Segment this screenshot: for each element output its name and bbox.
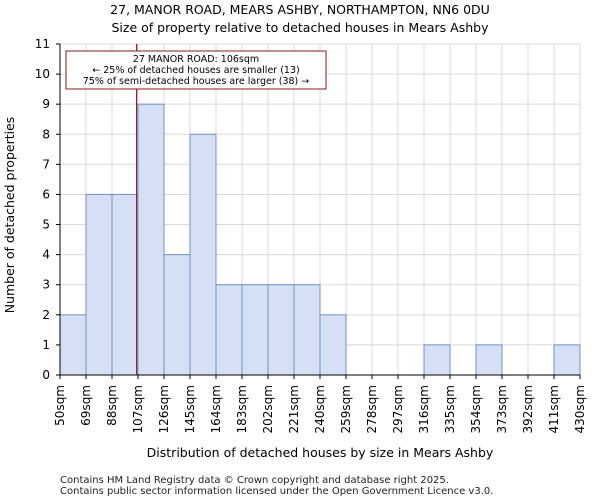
x-tick-label: 50sqm xyxy=(53,385,67,426)
x-tick-label: 354sqm xyxy=(469,385,483,433)
x-tick-label: 164sqm xyxy=(209,385,223,433)
annotation-line: 27 MANOR ROAD: 106sqm xyxy=(133,54,259,65)
y-tick-label: 11 xyxy=(35,37,50,51)
x-tick-label: 107sqm xyxy=(131,385,145,433)
x-tick-label: 183sqm xyxy=(235,385,249,433)
y-tick-label: 7 xyxy=(42,157,50,171)
bar xyxy=(553,344,581,376)
bars xyxy=(59,103,581,376)
x-tick-label: 259sqm xyxy=(339,385,353,433)
bar xyxy=(59,314,87,376)
y-tick-label: 1 xyxy=(42,338,50,352)
y-tick-label: 4 xyxy=(42,248,50,262)
bar xyxy=(319,314,347,376)
x-axis-label: Distribution of detached houses by size … xyxy=(147,445,494,460)
y-tick-label: 3 xyxy=(42,278,50,292)
y-tick-label: 2 xyxy=(42,308,50,322)
bar xyxy=(241,284,269,376)
bar xyxy=(137,103,165,376)
x-tick-label: 392sqm xyxy=(521,385,535,433)
footer-line-1: Contains HM Land Registry data © Crown c… xyxy=(60,475,449,486)
axes xyxy=(56,43,581,379)
x-tick-label: 373sqm xyxy=(495,385,509,433)
x-tick-label: 202sqm xyxy=(261,385,275,433)
y-tick-label: 10 xyxy=(35,67,50,81)
property-marker: 27 MANOR ROAD: 106sqm← 25% of detached h… xyxy=(65,44,327,375)
bar xyxy=(111,193,139,376)
y-tick-labels: 0 1 2 3 4 5 6 7 8 9 10 11 xyxy=(35,37,50,382)
x-tick-label: 411sqm xyxy=(547,385,561,433)
footer-line-2: Contains public sector information licen… xyxy=(60,486,493,497)
y-tick-label: 8 xyxy=(42,127,50,141)
x-tick-label: 278sqm xyxy=(365,385,379,433)
bar xyxy=(475,344,503,376)
y-tick-label: 9 xyxy=(42,97,50,111)
y-tick-label: 6 xyxy=(42,187,50,201)
y-axis-label: Number of detached properties xyxy=(2,117,17,314)
bar xyxy=(163,254,191,376)
x-tick-label: 316sqm xyxy=(417,385,431,433)
y-tick-label: 0 xyxy=(42,368,50,382)
x-tick-label: 430sqm xyxy=(573,385,587,433)
bar xyxy=(85,193,113,376)
x-tick-label: 335sqm xyxy=(443,385,457,433)
annotation-line: ← 25% of detached houses are smaller (13… xyxy=(92,65,299,76)
chart-subtitle: Size of property relative to detached ho… xyxy=(112,20,490,35)
x-tick-labels: 50sqm 69sqm 88sqm 107sqm 126sqm 145sqm 164sqm 1… xyxy=(53,385,587,433)
x-tick-label: 88sqm xyxy=(105,385,119,426)
x-tick-label: 221sqm xyxy=(287,385,301,433)
x-tick-label: 145sqm xyxy=(183,385,197,433)
bar xyxy=(267,284,295,376)
x-tick-label: 69sqm xyxy=(79,385,93,426)
x-tick-label: 126sqm xyxy=(157,385,171,433)
bar xyxy=(189,133,217,376)
annotation-line: 75% of semi-detached houses are larger (… xyxy=(83,76,310,87)
chart-title: 27, MANOR ROAD, MEARS ASHBY, NORTHAMPTON… xyxy=(110,2,490,17)
y-tick-label: 5 xyxy=(42,218,50,232)
bar xyxy=(423,344,451,376)
x-tick-label: 240sqm xyxy=(313,385,327,433)
annotation-box xyxy=(65,50,327,90)
bar xyxy=(215,284,243,376)
bar xyxy=(293,284,321,376)
x-tick-label: 297sqm xyxy=(391,385,405,433)
